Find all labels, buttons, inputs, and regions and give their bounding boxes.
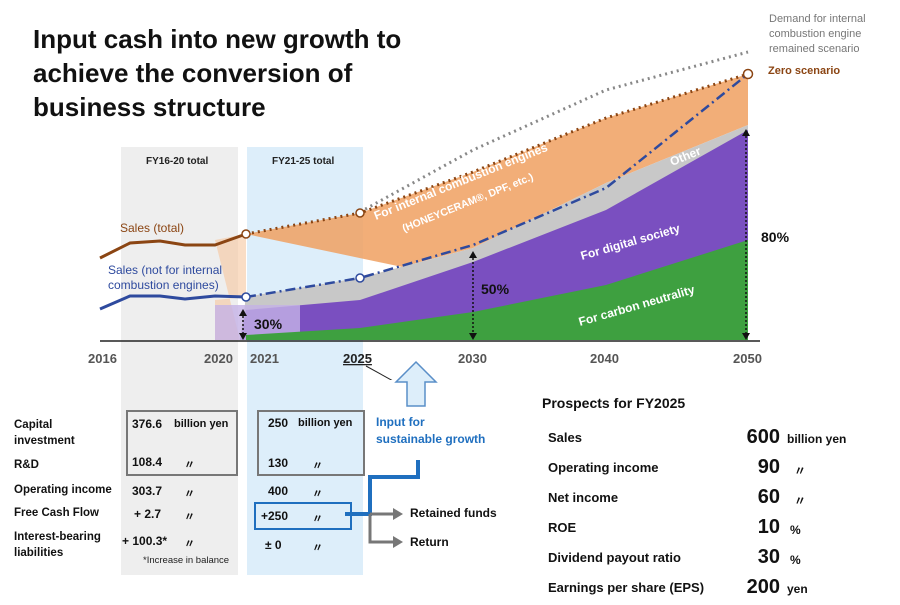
fy21-25-capital: 250 [268, 416, 289, 430]
marker-2020-not-ice [241, 292, 251, 302]
marker-2050-total [742, 68, 754, 80]
fy16-20-opinc: 303.7 [132, 484, 163, 498]
marker-2025-not-ice [355, 273, 365, 283]
fy16-20-box [126, 410, 238, 476]
x-tick-2020: 2020 [204, 351, 233, 366]
fy21-25-ibl: ± 0 [265, 538, 282, 552]
sales-not-ice-label-1: Sales (not for internal [108, 263, 222, 277]
pct-2050: 80% [761, 229, 790, 245]
fy21-25-box [257, 410, 365, 476]
row-label-rd: R&D [14, 459, 39, 471]
fy21-25-capital-unit: billion yen [298, 417, 353, 429]
prospect-label-roe: ROE [548, 520, 577, 535]
input-label-1: Input for [376, 415, 425, 429]
prospect-label-opinc: Operating income [548, 460, 659, 475]
prospect-value-opinc: 90 [757, 456, 780, 478]
fy16-20-panel [121, 147, 238, 575]
growth-chart: For internal combustion engines (HONEYCE… [88, 13, 866, 380]
page-title: Input cash into new growth to achieve th… [33, 24, 402, 122]
row-label-ibl-2: liabilities [14, 547, 64, 559]
footnote: *Increase in balance [143, 555, 230, 566]
prospect-value-eps: 200 [746, 576, 780, 598]
prospect-value-dividend: 30 [757, 546, 780, 568]
fy16-20-rd: 108.4 [132, 455, 163, 469]
x-tick-2030: 2030 [458, 351, 487, 366]
pct-2030: 50% [481, 281, 510, 297]
carbon-area [246, 240, 748, 340]
x-tick-2016: 2016 [88, 351, 117, 366]
ice-area [240, 74, 748, 340]
fy21-25-header: FY21-25 total [272, 156, 335, 167]
remained-label-1: Demand for internal [769, 13, 866, 25]
row-label-ibl-1: Interest-bearing [14, 531, 101, 543]
prospect-unit-opinc: 〃 [794, 464, 807, 478]
fy16-20-ibl: + 100.3* [122, 534, 168, 548]
row-label-fcf: Free Cash Flow [14, 507, 99, 519]
fy16-20-opinc-unit: 〃 [184, 488, 195, 500]
fy21-25-ibl-unit: 〃 [312, 542, 323, 554]
prospect-value-netinc: 60 [757, 486, 780, 508]
marker-2025-total [355, 208, 365, 218]
prospect-unit-roe: % [790, 523, 801, 537]
prospect-unit-dividend: % [790, 553, 801, 567]
remained-label-2: combustion engine [769, 28, 861, 40]
input-label-2: sustainable growth [376, 432, 486, 446]
prospect-value-roe: 10 [757, 516, 780, 538]
return-label: Return [410, 535, 449, 549]
fy21-25-opinc-unit: 〃 [312, 488, 323, 500]
sales-total-label: Sales (total) [120, 221, 184, 235]
up-arrow-icon [394, 360, 438, 407]
fy16-20-rd-unit: 〃 [184, 459, 195, 471]
flow-input-bar [374, 475, 420, 479]
prospect-unit-sales: billion yen [787, 432, 847, 446]
pct-2021: 30% [254, 316, 283, 332]
sales-not-ice-label-2: combustion engines) [108, 278, 219, 292]
marker-2020-total [241, 229, 251, 239]
x-tick-2025: 2025 [343, 351, 372, 366]
fy16-20-capital: 376.6 [132, 417, 163, 431]
prospect-label-dividend: Dividend payout ratio [548, 550, 681, 565]
flow-arrows [345, 475, 405, 548]
fy16-20-fcf: + 2.7 [134, 507, 162, 521]
flow-input-stem [416, 460, 420, 479]
prospect-label-eps: Earnings per share (EPS) [548, 580, 705, 595]
prospects-title: Prospects for FY2025 [542, 395, 686, 411]
prospect-label-netinc: Net income [548, 490, 619, 505]
prospect-unit-eps: yen [787, 582, 808, 596]
remained-scenario-line [359, 50, 749, 214]
prospect-unit-netinc: 〃 [794, 494, 807, 508]
fy21-25-rd: 130 [268, 456, 289, 470]
fy21-25-fcf-unit: 〃 [312, 513, 323, 525]
fy21-25-fcf: +250 [261, 509, 289, 523]
row-label-capital-1: Capital [14, 419, 53, 431]
remained-label-3: remained scenario [769, 43, 860, 55]
fy21-25-opinc: 400 [268, 484, 289, 498]
row-label-opinc: Operating income [14, 484, 112, 496]
fy16-20-capital-unit: billion yen [174, 418, 229, 430]
fy21-25-rd-unit: 〃 [312, 460, 323, 472]
row-label-capital-2: investment [14, 435, 75, 447]
fy16-20-header: FY16-20 total [146, 156, 209, 167]
fy16-20-ibl-unit: 〃 [184, 538, 195, 550]
sales-not-ice-line [99, 294, 247, 311]
retained-label: Retained funds [410, 506, 497, 520]
x-tick-2050: 2050 [733, 351, 762, 366]
fy16-20-fcf-unit: 〃 [184, 511, 195, 523]
prospect-value-sales: 600 [746, 426, 780, 448]
x-tick-2021: 2021 [250, 351, 279, 366]
sales-total-line [99, 232, 247, 260]
prospect-label-sales: Sales [548, 430, 582, 445]
digital-area-fade [215, 305, 300, 340]
x-tick-2040: 2040 [590, 351, 619, 366]
zero-scenario-label: Zero scenario [768, 65, 840, 77]
